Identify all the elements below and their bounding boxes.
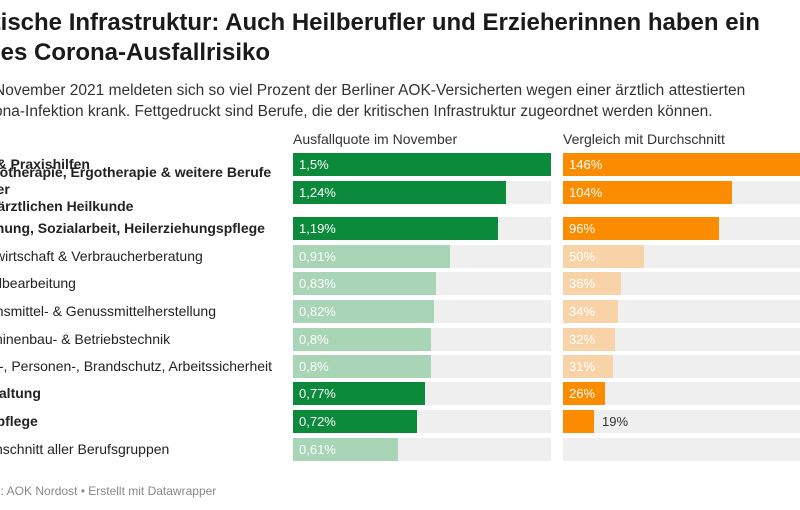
bar-track: 0,83%	[293, 272, 551, 295]
bar	[293, 181, 506, 204]
bar-track: 0,8%	[293, 355, 551, 378]
column-header-ausfallquote: Ausfallquote im November	[293, 131, 458, 147]
data-label: 50%	[569, 249, 596, 264]
bar	[293, 328, 431, 351]
bar	[563, 410, 594, 433]
bar-track: 1,19%	[293, 217, 551, 240]
data-label: 31%	[569, 359, 596, 374]
bar	[293, 382, 425, 405]
bar-track: 1,24%	[293, 181, 551, 204]
bar	[563, 217, 719, 240]
bar	[293, 217, 498, 240]
row-label: swirtschaft & Verbraucherberatung	[0, 248, 203, 264]
bar	[563, 355, 613, 378]
bar-track: 31%	[563, 355, 800, 378]
data-label: 26%	[569, 386, 596, 401]
bar-track	[563, 438, 800, 461]
data-label: 0,8%	[299, 359, 329, 374]
bar	[293, 438, 398, 461]
data-label: 0,91%	[299, 249, 336, 264]
data-label: 0,77%	[299, 386, 336, 401]
data-label: 1,5%	[299, 157, 329, 172]
data-label: 0,8%	[299, 332, 329, 347]
bar-track: 36%	[563, 272, 800, 295]
bar-track: 1,5%	[293, 153, 551, 176]
bar-track: 26%	[563, 382, 800, 405]
data-label: 19%	[602, 414, 629, 429]
bar	[563, 300, 618, 323]
bar	[563, 382, 605, 405]
row-label: siotherapie, Ergotherapie & weitere Beru…	[0, 163, 272, 214]
data-label: 0,61%	[299, 442, 336, 457]
data-label: 0,82%	[299, 304, 336, 319]
bar	[293, 153, 551, 176]
row-label: waltung	[0, 385, 41, 401]
bar-track: 34%	[563, 300, 800, 323]
data-label: 96%	[569, 221, 596, 236]
bar-track: 96%	[563, 217, 800, 240]
bar	[293, 272, 436, 295]
row-label: - & Praxishilfen	[0, 156, 90, 172]
column-header-vergleich: Vergleich mit Durchschnitt	[563, 131, 725, 147]
bar-track: 0,77%	[293, 382, 551, 405]
source-footer: e: AOK Nordost • Erstellt mit Datawrappe…	[0, 484, 217, 498]
bar-track: 104%	[563, 181, 800, 204]
data-label: 146%	[569, 157, 603, 172]
bar-track: 146%	[563, 153, 800, 176]
data-label: 0,72%	[299, 414, 336, 429]
bar-track: 50%	[563, 245, 800, 268]
bar-track: 19%	[563, 410, 800, 433]
bar	[293, 300, 434, 323]
row-label: kt-, Personen-, Brandschutz, Arbeitssich…	[0, 358, 273, 374]
row-label: ensmittel- & Genussmittelherstellung	[0, 303, 216, 319]
bar-track: 0,72%	[293, 410, 551, 433]
chart-subtitle: November 2021 meldeten sich so viel Proz…	[0, 82, 746, 120]
bar-track: 0,8%	[293, 328, 551, 351]
data-label: 104%	[569, 185, 603, 200]
row-label: chinenbau- & Betriebstechnik	[0, 331, 171, 347]
bar-track: 0,91%	[293, 245, 551, 268]
bar	[293, 355, 431, 378]
bar	[563, 245, 644, 268]
data-label: 1,19%	[299, 221, 336, 236]
data-label: 0,83%	[299, 276, 336, 291]
row-label: npflege	[0, 413, 38, 429]
bar	[293, 245, 450, 268]
bar	[563, 153, 800, 176]
data-label: 1,24%	[299, 185, 336, 200]
bar	[293, 410, 417, 433]
data-label: 36%	[569, 276, 596, 291]
data-label: 34%	[569, 304, 596, 319]
bar-track: 0,82%	[293, 300, 551, 323]
bar	[563, 181, 732, 204]
bar	[563, 328, 615, 351]
row-label: chschnitt aller Berufsgruppen	[0, 441, 170, 457]
bar-track: 32%	[563, 328, 800, 351]
bar-track: 0,61%	[293, 438, 551, 461]
chart-title: itische Infrastruktur: Auch Heilberufler…	[0, 9, 760, 66]
row-label: allbearbeitung	[0, 275, 76, 291]
row-label: ehung, Sozialarbeit, Heilerziehungspfleg…	[0, 220, 265, 236]
bar	[563, 272, 621, 295]
data-label: 32%	[569, 332, 596, 347]
